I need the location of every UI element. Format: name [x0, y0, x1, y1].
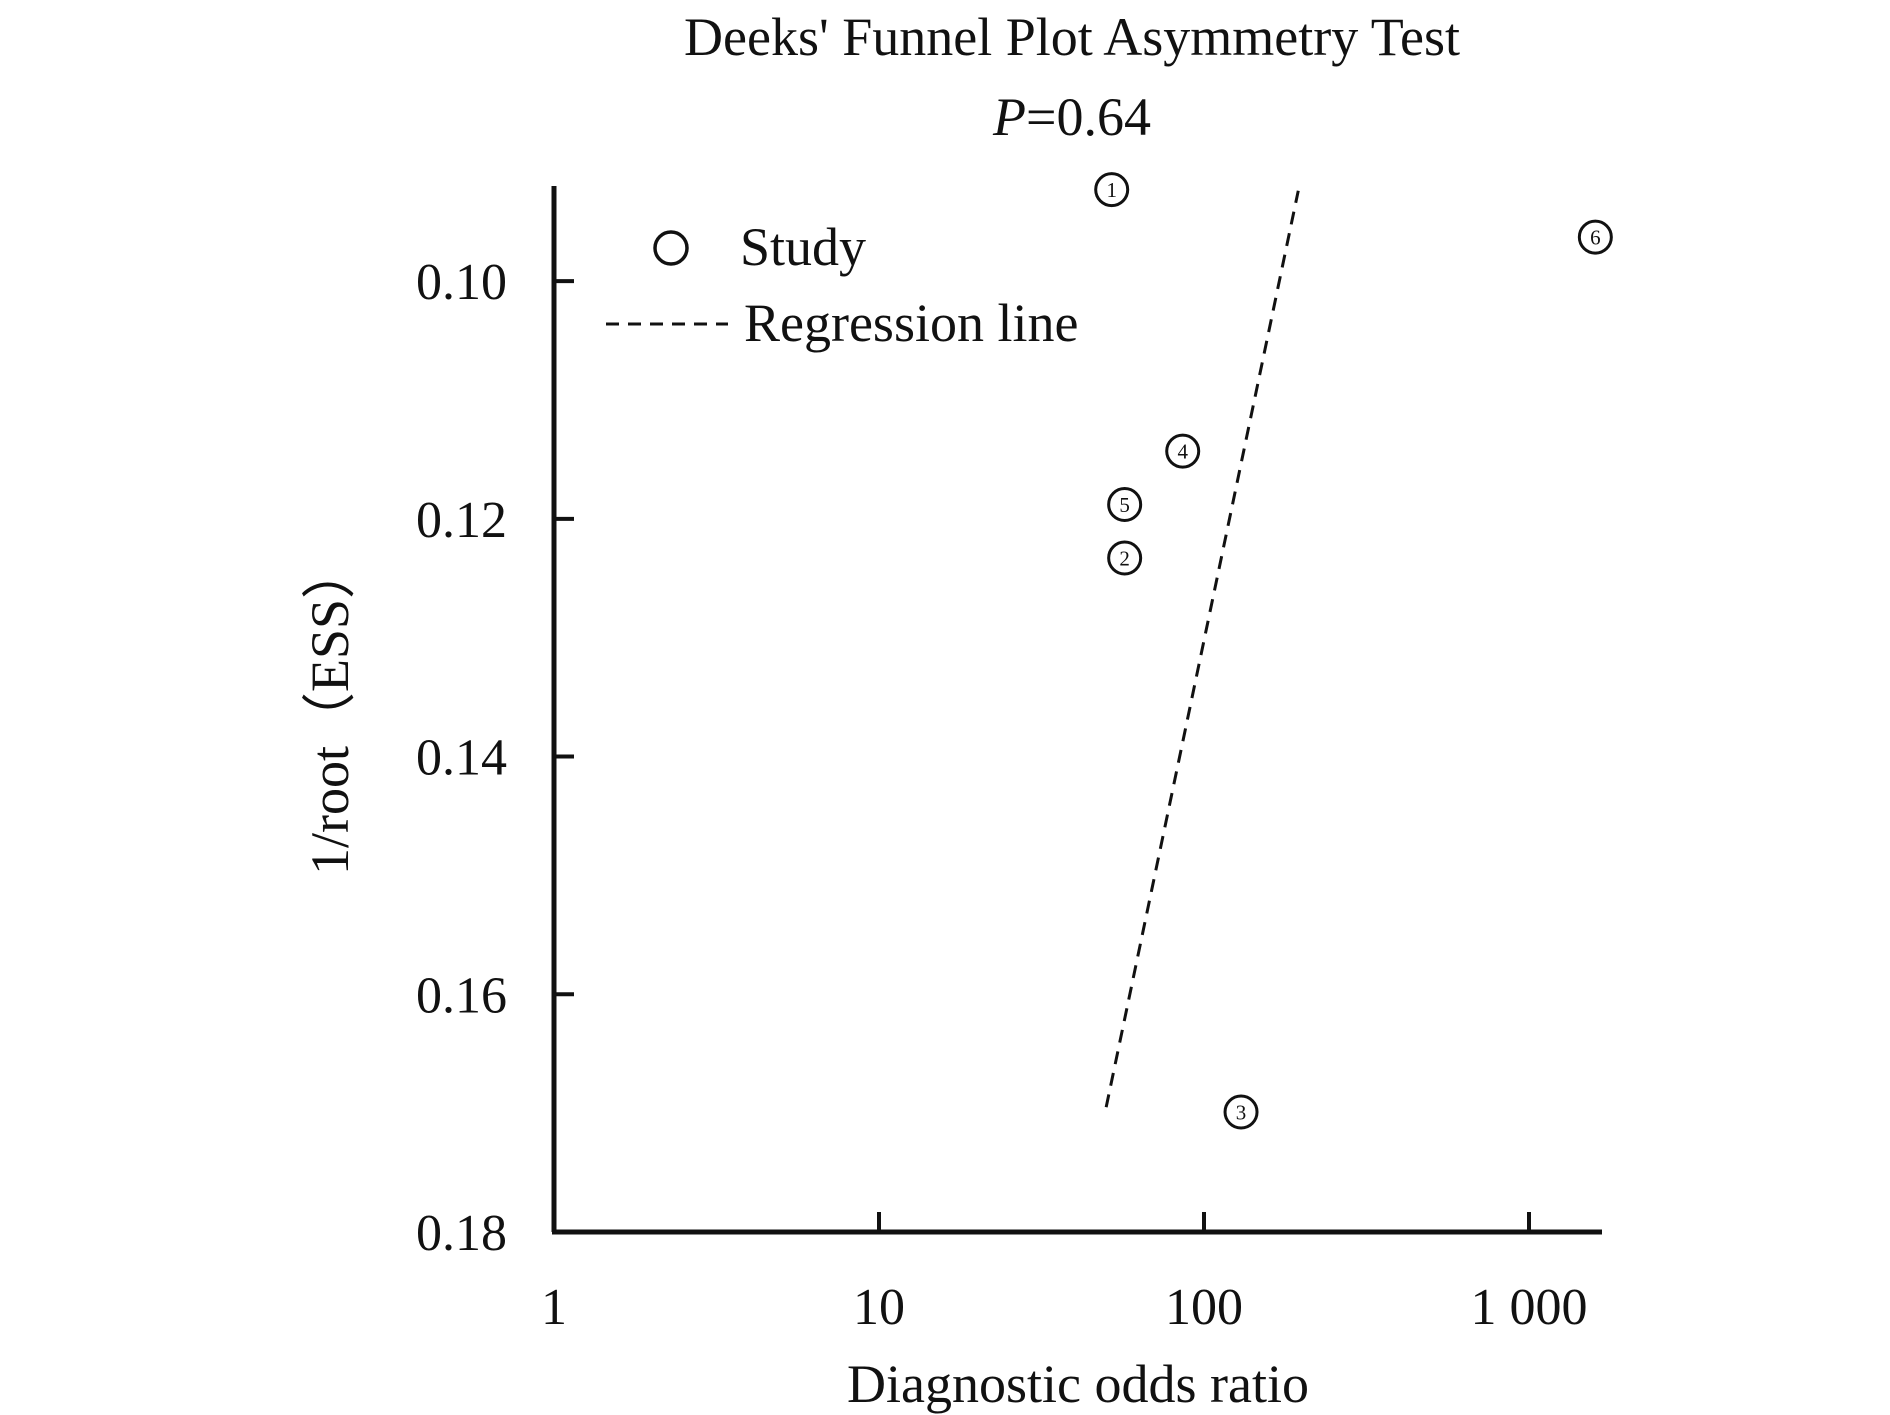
study-points-group: 1 2 3 4 5 6: [1094, 172, 1613, 1130]
regression-line: [1104, 190, 1300, 1108]
y-tick-label: 0.16: [416, 967, 507, 1024]
y-tick-label: 0.14: [416, 730, 507, 787]
x-axis-label: Diagnostic odds ratio: [847, 1354, 1309, 1414]
legend-study-label: Study: [740, 217, 866, 277]
study-point-label-2: 2: [1119, 547, 1130, 571]
legend-study-marker: [653, 230, 689, 266]
study-point-label-4: 4: [1177, 440, 1188, 464]
study-point-6: [1577, 219, 1613, 255]
y-tick-label: 0.10: [416, 254, 507, 311]
legend: Study Regression line: [606, 217, 1078, 353]
y-axis-ticks: 0.10 0.12 0.14 0.16 0.18: [416, 254, 574, 1262]
study-point-label-6: 6: [1590, 226, 1601, 250]
study-point-label-5: 5: [1119, 493, 1130, 517]
study-point-label-1: 1: [1106, 178, 1117, 202]
study-point-label-3: 3: [1236, 1100, 1247, 1124]
y-tick-label: 0.18: [416, 1205, 507, 1262]
study-point-2: [1107, 540, 1143, 576]
y-tick-label: 0.12: [416, 492, 507, 549]
x-tick-label: 1: [541, 1279, 567, 1336]
study-point-4: [1165, 433, 1201, 469]
subtitle-p-label: P: [992, 87, 1026, 147]
subtitle-p-value: =0.64: [1026, 87, 1151, 147]
y-axis-label: 1/root（ESS）: [300, 545, 360, 875]
study-point-5: [1107, 487, 1143, 523]
x-axis-ticks: 1 10 100 1 000: [541, 1212, 1588, 1336]
study-point-1: [1094, 172, 1130, 208]
chart-subtitle: P=0.64: [992, 87, 1151, 147]
x-tick-label: 10: [853, 1279, 905, 1336]
study-point-3: [1223, 1094, 1259, 1130]
chart-title: Deeks' Funnel Plot Asymmetry Test: [684, 7, 1460, 67]
x-tick-label: 1 000: [1471, 1279, 1588, 1336]
legend-regression-label: Regression line: [744, 293, 1078, 353]
x-tick-label: 100: [1165, 1279, 1243, 1336]
regression-line-group: [1104, 190, 1300, 1108]
